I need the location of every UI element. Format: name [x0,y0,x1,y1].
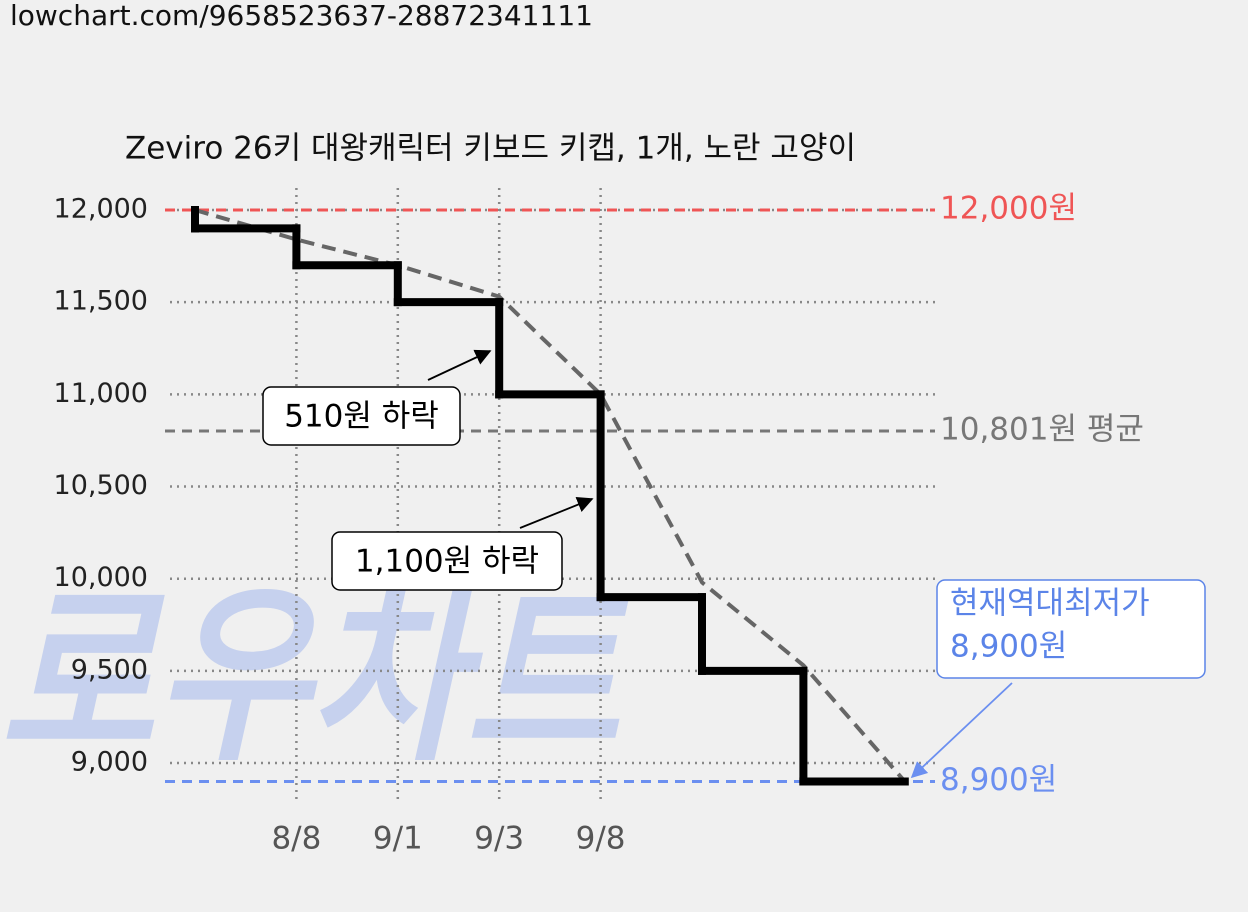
trend-line [194,208,907,783]
watermark: 로우차트 [0,566,630,787]
y-tick-label: 11,000 [54,378,148,409]
annotation-box [262,386,461,446]
callout-text: 8,900원 [950,629,1067,665]
y-tick-label: 10,000 [54,562,148,593]
callout-text: 현재역대최저가 [950,586,1150,622]
y-tick-label: 9,500 [71,654,148,685]
annotation-box [331,531,563,591]
y-tick-label: 12,000 [54,194,148,225]
x-tick-label: 9/1 [373,821,423,857]
url: lowchart.com/9658523637-28872341111 [10,0,593,32]
y-tick-label: 11,500 [54,286,148,317]
annotation-text: 1,100원 하락 [355,544,539,580]
annotation-arrow [519,496,594,529]
callout-box [936,579,1206,679]
reference-label: 10,801원 평균 [940,412,1144,448]
x-tick-label: 9/8 [576,821,626,857]
reference-label: 12,000원 [940,191,1077,227]
y-tick-label: 10,500 [54,470,148,501]
reference-label: 8,900원 [940,762,1057,798]
chart-title: Zeviro 26키 대왕캐릭터 키보드 키캡, 1개, 노란 고양이 [125,131,856,167]
annotation-arrow [427,349,492,381]
y-tick-label: 9,000 [71,747,148,778]
annotation-text: 510원 하락 [284,399,439,435]
x-tick-label: 9/3 [474,821,524,857]
x-tick-label: 8/8 [271,821,321,857]
callout-arrow [910,682,1013,779]
